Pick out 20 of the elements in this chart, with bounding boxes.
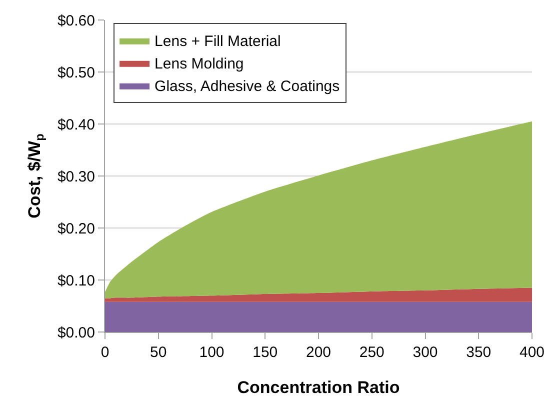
x-tick-label: 0	[100, 344, 110, 361]
y-tick-label: $0.40	[57, 116, 95, 134]
x-tick-label: 350	[466, 344, 492, 361]
x-tick-label: 200	[306, 344, 332, 361]
y-tick-label: $0.10	[57, 272, 95, 290]
x-tick-label: 150	[252, 344, 278, 361]
x-axis-title: Concentration Ratio	[237, 378, 400, 397]
y-tick-label: $0.60	[57, 12, 95, 30]
x-tick-label: 50	[150, 344, 167, 361]
y-tick-label: $0.20	[57, 220, 95, 238]
legend-label: Lens + Fill Material	[154, 33, 281, 50]
x-tick-label: 400	[519, 344, 545, 361]
x-tick-label: 100	[199, 344, 224, 361]
y-tick-label: $0.00	[57, 324, 95, 342]
legend-label: Lens Molding	[154, 56, 244, 73]
y-tick-label: $0.30	[57, 168, 95, 186]
x-tick-label: 300	[412, 344, 438, 361]
legend-label: Glass, Adhesive & Coatings	[154, 78, 340, 96]
y-tick-label: $0.50	[57, 64, 95, 82]
x-tick-label: 250	[359, 344, 384, 361]
